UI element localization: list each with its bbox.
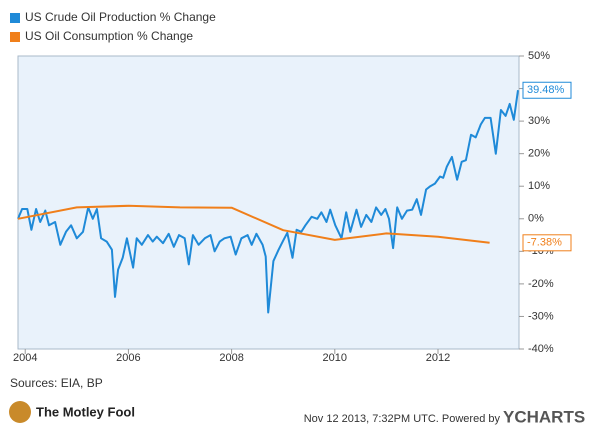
legend-label: US Oil Consumption % Change (25, 29, 193, 43)
sources: Sources: EIA, BP (10, 376, 103, 390)
timestamp: Nov 12 2013, 7:32PM UTC. Powered by (304, 413, 501, 425)
x-tick-label: 2008 (219, 352, 243, 364)
x-tick-label: 2004 (13, 352, 37, 364)
x-tick-label: 2006 (116, 352, 140, 364)
jester-icon (9, 401, 31, 423)
series-line (17, 90, 519, 314)
x-tick-label: 2010 (323, 352, 347, 364)
y-tick-label: -40% (528, 343, 554, 355)
y-tick-label: 0% (528, 213, 544, 225)
brand-logo: The Motley Fool (9, 401, 135, 423)
y-tick-label: 30% (528, 115, 550, 127)
y-tick-label: -30% (528, 310, 554, 322)
brand: The Motley Fool (36, 404, 135, 419)
y-tick-label: 50% (528, 50, 550, 62)
end-label: -7.38% (527, 237, 562, 249)
end-label: 39.48% (527, 84, 565, 96)
legend-swatch (10, 13, 20, 23)
y-tick-label: 10% (528, 180, 550, 192)
y-tick-label: 20% (528, 148, 550, 160)
legend-swatch (10, 32, 20, 42)
series-line (17, 204, 490, 244)
end-label-box (522, 234, 572, 252)
x-tick-label: 2012 (426, 352, 450, 364)
end-label-box (522, 81, 572, 99)
y-tick-label: -20% (528, 278, 554, 290)
ycharts-logo: YCHARTS (503, 407, 585, 426)
legend-label: US Crude Oil Production % Change (25, 10, 216, 24)
